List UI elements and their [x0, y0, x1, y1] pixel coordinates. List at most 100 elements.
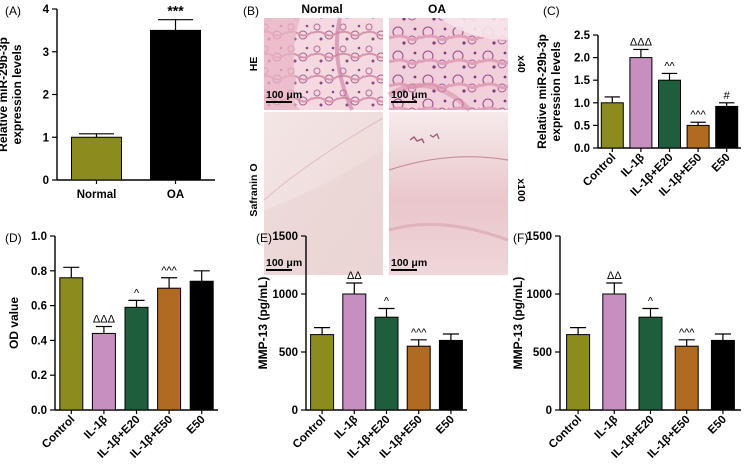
- bar: [674, 345, 699, 411]
- y-tick-label: 0.6: [31, 301, 47, 313]
- x-tick-label: E50: [434, 414, 457, 437]
- significance-label: ΔΔ: [347, 270, 362, 282]
- bar: [715, 105, 739, 149]
- scale-bar-saf-normal: 100 μm: [266, 257, 302, 271]
- bar: [600, 102, 624, 149]
- scale-bar-label: 100 μm: [266, 89, 302, 101]
- x-tick-label: IL-1β: [333, 414, 361, 442]
- bar: [658, 79, 681, 149]
- bar: [91, 332, 116, 411]
- x-tick-label: OA: [167, 189, 184, 201]
- y-tick-label: 2: [43, 90, 49, 102]
- bar: [566, 334, 591, 411]
- significance-label: ^: [134, 287, 140, 299]
- panel-label: (D): [5, 231, 22, 245]
- chart-f: (F) MMP-13 (pg/mL) 0 500 1000 1500 Control IL-1…: [511, 231, 741, 461]
- y-tick-label: 1500: [272, 231, 298, 243]
- significance-label: ^^: [664, 60, 675, 72]
- bar: [629, 57, 653, 149]
- y-tick-label: 0: [292, 405, 298, 417]
- x-tick-label: E50: [185, 414, 208, 437]
- bar: [342, 293, 367, 411]
- bar: [71, 136, 122, 181]
- chart-d: (D) OD value 0.0 0.2 0.4 0.6 0.8 1.0 Control IL-1…: [5, 231, 218, 461]
- y-tick-label: 2.0: [574, 53, 590, 65]
- y-axis-title: MMP-13 (pg/mL): [511, 277, 525, 370]
- x-tick-label: IL-1β: [593, 414, 621, 442]
- bar: [157, 287, 182, 411]
- y-tick-label: 1000: [272, 289, 298, 301]
- y-axis-title: MMP-13 (pg/mL): [256, 277, 270, 370]
- y-tick-label: 3: [43, 47, 49, 59]
- bar: [310, 334, 335, 411]
- chart-c: (C) Relative miR-29b-3pexpression levels 0…: [535, 4, 741, 199]
- scale-bar-he-normal: 100 μm: [266, 89, 302, 103]
- bar: [59, 277, 84, 411]
- y-tick-label: 0.4: [31, 335, 48, 347]
- bar: [374, 316, 399, 411]
- bar: [638, 316, 663, 411]
- significance-label: ^^^: [679, 327, 695, 339]
- scale-bar-label: 100 μm: [391, 257, 427, 269]
- y-tick-label: 2.5: [574, 30, 591, 42]
- y-tick-label: 0: [546, 405, 552, 417]
- significance-label: #: [724, 90, 731, 102]
- y-tick-label: 1: [43, 132, 50, 144]
- y-tick-label: 500: [279, 347, 298, 359]
- significance-label: ^^^: [411, 327, 427, 339]
- y-tick-label: 0.8: [31, 266, 48, 278]
- bar: [602, 293, 627, 411]
- y-tick-label: 0.2: [31, 370, 47, 382]
- scale-bar-label: 100 μm: [266, 257, 302, 269]
- y-axis-title: OD value: [7, 297, 21, 349]
- histo-row-he: HE: [248, 57, 260, 72]
- y-tick-label: 0: [43, 175, 49, 187]
- x-tick-label: Normal: [77, 189, 117, 201]
- y-tick-label: 0.0: [574, 143, 590, 155]
- scale-bar-saf-oa: 100 μm: [391, 257, 427, 271]
- significance-label: ΔΔ: [607, 270, 622, 282]
- y-tick-label: 1.5: [574, 75, 591, 87]
- y-axis-title: Relative miR-29b-3pexpression levels: [0, 37, 24, 152]
- significance-label: ΔΔΔ: [93, 313, 116, 325]
- y-tick-label: 4: [43, 4, 50, 16]
- significance-label: ^^^: [690, 109, 706, 121]
- y-tick-label: 500: [533, 347, 552, 359]
- x-tick-label: Control: [581, 152, 618, 189]
- y-tick-label: 0.5: [574, 120, 591, 132]
- histo-row-safranin: Safranin O: [248, 163, 260, 216]
- y-tick-label: 1.0: [31, 231, 47, 243]
- x-tick-label: E50: [706, 414, 729, 437]
- bar: [438, 339, 463, 411]
- histo-mag-x100: x100: [515, 178, 527, 202]
- bar: [686, 124, 710, 149]
- panel-b: (B) Normal OA HE Safranin O x40 x100: [243, 2, 527, 275]
- significance-label: ^: [648, 296, 654, 308]
- bar: [150, 29, 201, 181]
- panel-label: (E): [256, 231, 272, 245]
- significance-label: ^^^: [161, 265, 177, 277]
- scale-bar-he-oa: 100 μm: [391, 89, 427, 103]
- x-tick-label: Control: [40, 414, 77, 451]
- saf-normal-image: [263, 112, 384, 275]
- histo-mag-x40: x40: [515, 55, 527, 73]
- x-tick-label: E50: [710, 152, 733, 175]
- x-tick-label: Control: [291, 414, 328, 451]
- saf-oa-image: [388, 112, 509, 275]
- significance-label: ^: [384, 296, 390, 308]
- significance-label: ***: [167, 3, 184, 19]
- y-tick-label: 1000: [526, 289, 552, 301]
- y-axis-title: Relative miR-29b-3pexpression levels: [535, 34, 563, 149]
- x-tick-label: Control: [547, 414, 584, 451]
- y-tick-label: 0.0: [31, 405, 47, 417]
- scale-bar-label: 100 μm: [391, 89, 427, 101]
- bar: [124, 306, 149, 411]
- bar: [189, 280, 214, 411]
- he-oa-image: [387, 18, 508, 112]
- panel-label: (C): [543, 4, 560, 18]
- chart-a: (A) Relative miR-29b-3pexpression levels 0…: [0, 3, 215, 201]
- histo-col-oa: OA: [428, 2, 446, 16]
- panel-label: (F): [513, 231, 528, 245]
- x-tick-label: IL-1β: [82, 414, 110, 442]
